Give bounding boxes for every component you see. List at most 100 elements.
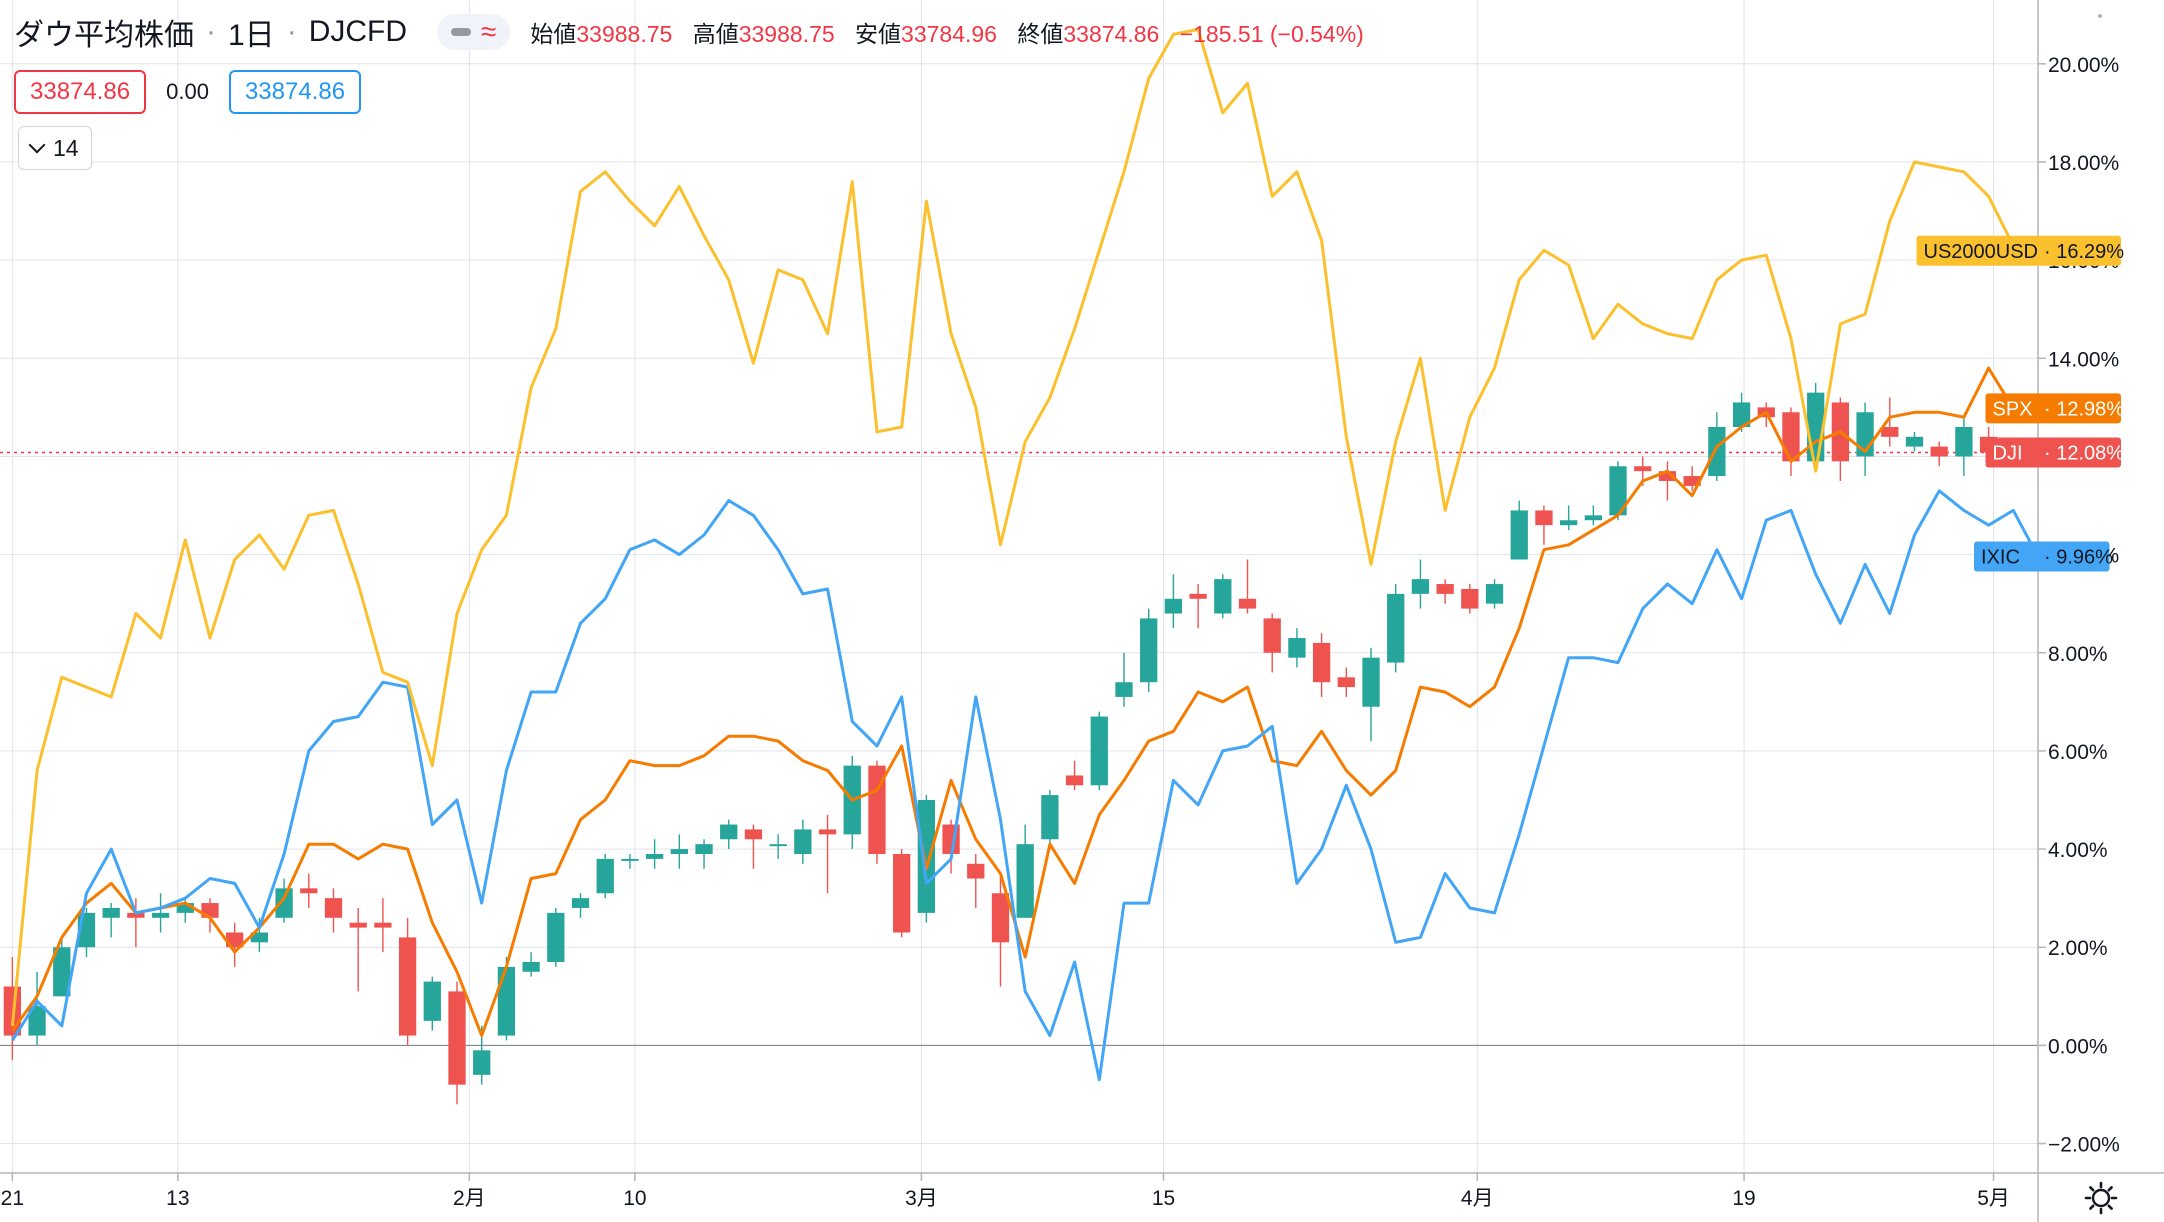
dji-candle-body (1510, 510, 1528, 560)
dji-candle-body (1041, 795, 1059, 840)
dji-candle-body (769, 844, 787, 847)
dji-candle-body (547, 912, 565, 962)
series-badges: SPX · 12.98% IXIC · 9.96% US2000USD · 16.29% D… (1916, 235, 2124, 572)
settings-gear-icon[interactable] (2084, 1181, 2118, 1215)
x-tick-label: 13 (166, 1187, 189, 1210)
series-badge-label: US2000USD (1924, 241, 2039, 263)
wave-icon[interactable]: ≈ (481, 16, 497, 47)
dji-candles (3, 382, 1998, 1105)
dji-candle-body (1708, 426, 1726, 477)
dji-candle-body (967, 863, 985, 879)
high-label: 高値 (692, 21, 739, 47)
dji-candle-body (1288, 638, 1306, 658)
dji-candle-body (250, 932, 269, 943)
y-tick-label: 18.00% (2048, 152, 2119, 175)
close-label: 終値 (1017, 21, 1064, 47)
price-scale-bg[interactable] (2039, 0, 2164, 1222)
change-value: −185.51 (−0.54%) (1179, 21, 1364, 47)
dji-candle-body (1362, 657, 1380, 707)
y-tick-label: 8.00% (2048, 643, 2108, 666)
interval-label[interactable]: 1日 (228, 19, 275, 52)
dji-candle-body (448, 991, 466, 1085)
series-badge-us2000usd (1916, 235, 2121, 266)
dji-candle-body (1312, 642, 1331, 683)
dji-candle-body (1535, 510, 1553, 526)
dji-candle-body (28, 1006, 46, 1036)
hide-icon[interactable] (451, 28, 472, 36)
indicators-toggle[interactable]: 14 (18, 126, 92, 170)
dji-candle-body (473, 1050, 491, 1075)
series-line-ixic (11, 489, 2040, 1082)
dji-candle-body (1016, 844, 1034, 918)
separator-dot: · (206, 15, 216, 48)
dji-candle-body (1214, 579, 1232, 614)
dji-candle-body (1955, 426, 1973, 457)
dji-candle-body (1732, 402, 1751, 427)
dji-candle-body (127, 912, 145, 918)
mode-toggle[interactable]: ≈ (437, 14, 511, 50)
dji-candle-body (1090, 716, 1108, 786)
dji-candle-body (868, 765, 886, 854)
x-tick-label: 3月 (905, 1187, 938, 1210)
dji-candle-body (670, 849, 688, 854)
separator-dot: · (286, 15, 297, 48)
dji-candle-body (991, 893, 1010, 943)
dji-candle-body (645, 853, 664, 859)
dji-candle-body (1609, 466, 1627, 516)
chart-legend-header: ダウ平均株価 · 1日 · DJCFD ≈ 始値33988.75 高値33988… (14, 10, 1364, 54)
dji-candle-body (1485, 584, 1504, 604)
dji-candle-body (1905, 436, 1924, 447)
y-tick-label: 2.00% (2048, 937, 2108, 960)
dji-candle-body (1263, 618, 1281, 653)
dji-candle-body (1881, 426, 1899, 437)
dji-candle-body (571, 898, 590, 908)
indicator-count: 14 (53, 134, 79, 161)
y-tick-label: 20.00% (2048, 54, 2119, 77)
dji-candle-body (893, 853, 911, 933)
dji-candle-body (300, 888, 318, 894)
dji-candle-body (1337, 677, 1355, 688)
source-label[interactable]: DJCFD (308, 15, 408, 48)
series-badge-value: · 16.29% (2044, 241, 2124, 263)
dji-candle-body (818, 829, 837, 835)
dji-candle-body (720, 824, 738, 840)
sell-button[interactable]: 33874.86 (14, 70, 147, 114)
time-scale: 21 13 2月 10 3月 15 4月 19 5月 (1, 1173, 2010, 1210)
time-scale-bg[interactable] (0, 1173, 2164, 1222)
series-badge-dji (1985, 437, 2121, 468)
chevron-down-icon (28, 136, 46, 154)
series-badge-value: · 12.08% (2044, 443, 2124, 465)
dji-candle-body (621, 858, 639, 861)
dji-candle-body (695, 844, 713, 854)
x-tick-label: 2月 (453, 1187, 486, 1210)
symbol-title[interactable]: ダウ平均株価 (14, 19, 194, 52)
dji-candle-body (1115, 682, 1133, 697)
series-badge-label: DJI (1993, 443, 2023, 465)
scale-handle-icon[interactable] (2098, 14, 2102, 18)
dji-candle-body (1559, 520, 1578, 526)
dji-candle-body (1140, 618, 1158, 683)
dji-candle-body (324, 898, 343, 918)
dji-candle-body (522, 961, 540, 972)
low-value: 33784.96 (901, 21, 997, 47)
x-tick-label: 15 (1152, 1187, 1175, 1210)
series-badge-ixic (1974, 541, 2110, 572)
dji-candle-body (1189, 593, 1207, 599)
x-tick-label: 4月 (1461, 1187, 1494, 1210)
spread-value: 0.00 (166, 79, 209, 104)
ohlc-values: 始値33988.75 高値33988.75 安値33784.96 終値33874… (530, 15, 1363, 49)
dji-candle-body (176, 903, 194, 913)
dji-candle-body (1164, 598, 1183, 614)
dji-candle-body (1634, 466, 1652, 472)
dji-candle-body (374, 922, 392, 928)
quote-buttons: 33874.86 0.00 33874.86 (14, 70, 362, 114)
series-badge-value: · 9.96% (2044, 547, 2113, 569)
grid (0, 0, 2038, 1173)
comparison-lines (10, 27, 2040, 1082)
buy-button[interactable]: 33874.86 (228, 70, 362, 114)
dji-candle-body (794, 829, 812, 854)
x-tick-label: 19 (1732, 1187, 1755, 1210)
series-badge-label: IXIC (1981, 547, 2020, 569)
dji-candle-body (497, 966, 516, 1036)
